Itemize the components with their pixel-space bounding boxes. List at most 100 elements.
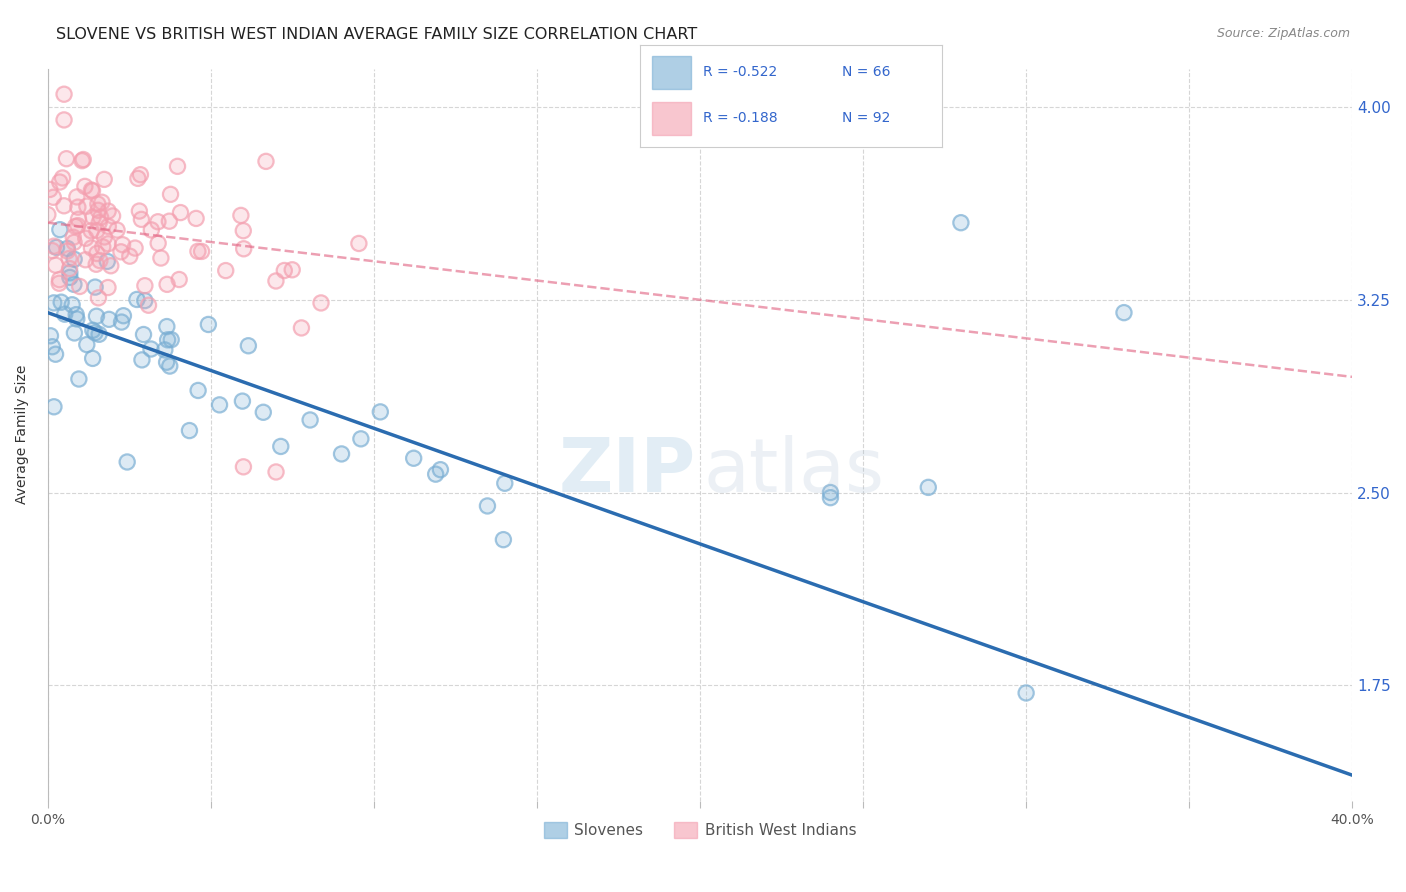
Point [370, 405, 392, 419]
Point [429, 463, 451, 477]
Point [111, 237, 134, 252]
Point [72, 153, 94, 167]
Point [82, 184, 104, 198]
Point [232, 459, 254, 474]
Point [167, 272, 190, 286]
Point [229, 208, 252, 222]
Point [76, 199, 98, 213]
Point [156, 319, 179, 334]
Point [97, 236, 120, 251]
Point [917, 480, 939, 494]
Point [76, 199, 98, 213]
Point [42, 190, 65, 204]
Point [59, 261, 82, 276]
Point [350, 432, 373, 446]
Point [208, 398, 231, 412]
Point [112, 309, 135, 323]
Point [91, 240, 114, 254]
Point [139, 342, 162, 356]
FancyBboxPatch shape [652, 56, 692, 88]
Point [70, 153, 93, 168]
Point [208, 398, 231, 412]
Point [97, 204, 120, 219]
Point [134, 293, 156, 308]
Point [84, 280, 107, 294]
Point [134, 293, 156, 308]
Point [149, 251, 172, 265]
Point [82, 323, 104, 337]
Point [231, 394, 253, 409]
Point [134, 278, 156, 293]
Point [56, 244, 79, 258]
Point [160, 333, 183, 347]
Point [254, 154, 277, 169]
Point [111, 237, 134, 252]
Text: atlas: atlas [704, 434, 884, 508]
Point [48, 175, 70, 189]
Point [45, 240, 67, 254]
Point [53, 87, 76, 102]
Point [49, 222, 72, 236]
Point [229, 208, 252, 222]
Point [232, 224, 254, 238]
Point [232, 242, 254, 256]
Point [58, 252, 80, 266]
Point [82, 323, 104, 337]
Point [402, 451, 425, 466]
Point [82, 210, 104, 224]
Point [45, 258, 67, 272]
Point [39, 328, 62, 343]
Point [820, 491, 842, 505]
Point [238, 339, 260, 353]
Point [131, 352, 153, 367]
Point [149, 251, 172, 265]
Point [87, 327, 110, 342]
Point [159, 187, 181, 202]
Point [41, 244, 63, 258]
Point [330, 447, 353, 461]
Point [153, 343, 176, 357]
Point [48, 273, 70, 287]
Point [63, 277, 86, 292]
Point [66, 312, 89, 326]
Point [477, 499, 499, 513]
Point [129, 168, 152, 182]
Point [86, 246, 108, 260]
Point [55, 152, 77, 166]
Point [252, 405, 274, 419]
Point [49, 295, 72, 310]
Point [69, 279, 91, 293]
Point [96, 254, 118, 268]
Point [97, 219, 120, 234]
Point [66, 219, 89, 233]
Point [264, 274, 287, 288]
Point [350, 432, 373, 446]
Point [80, 224, 103, 238]
Point [65, 219, 87, 234]
Point [156, 333, 179, 347]
Point [124, 241, 146, 255]
Point [97, 280, 120, 294]
Text: ZIP: ZIP [558, 434, 696, 508]
Point [153, 343, 176, 357]
Point [90, 211, 112, 225]
Point [49, 222, 72, 236]
Point [477, 499, 499, 513]
Point [100, 259, 122, 273]
Point [492, 533, 515, 547]
Point [370, 405, 392, 419]
Point [41, 244, 63, 258]
Point [80, 183, 103, 197]
Point [101, 209, 124, 223]
Point [155, 355, 177, 369]
Point [917, 480, 939, 494]
Point [70, 153, 93, 168]
Point [59, 270, 82, 285]
Point [82, 351, 104, 366]
Text: SLOVENE VS BRITISH WEST INDIAN AVERAGE FAMILY SIZE CORRELATION CHART: SLOVENE VS BRITISH WEST INDIAN AVERAGE F… [56, 27, 697, 42]
Point [93, 172, 115, 186]
Point [146, 215, 169, 229]
Point [75, 231, 97, 245]
Text: Source: ZipAtlas.com: Source: ZipAtlas.com [1216, 27, 1350, 40]
Point [402, 451, 425, 466]
